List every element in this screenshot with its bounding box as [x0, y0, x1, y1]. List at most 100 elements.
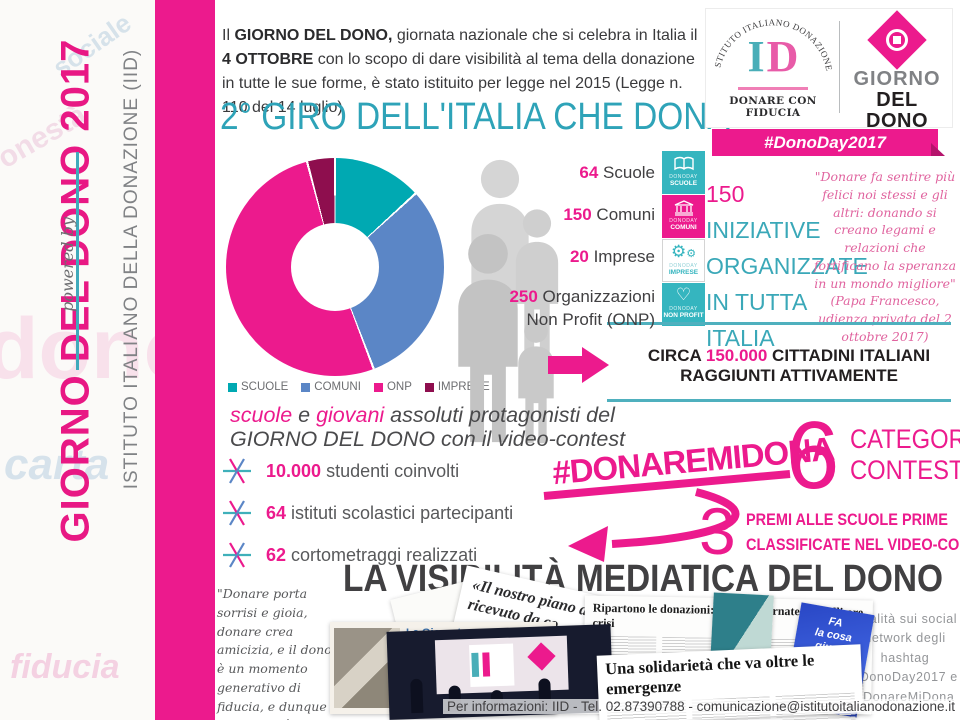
- stat-label: Scuole: [598, 163, 655, 182]
- asterisk-icon: [223, 542, 251, 568]
- gdd-word-1: GIORNO: [853, 68, 941, 90]
- prize-line2: CLASSIFICATE NEL VIDEO-CONTEST: [746, 536, 960, 554]
- quote-attribution: (Papa Francesco, udienza privata del 2 o…: [818, 293, 952, 344]
- legend-item: ONP: [373, 381, 412, 393]
- highlight-word: scuole: [230, 403, 293, 427]
- legend-label: ONP: [386, 381, 412, 393]
- bullet-label: istituti scolastici partecipanti: [286, 502, 514, 523]
- iniziative-number: 150: [706, 181, 745, 207]
- powered-by-label: powered by: [57, 217, 77, 312]
- teal-divider-bottom: [607, 399, 951, 402]
- giorno-del-dono-logo: GIORNO DEL DONO: [846, 10, 948, 132]
- stat-row: 250 Organizzazioni Non Profit (ONP): [440, 286, 655, 332]
- intro-bold-date: 4 OTTOBRE: [222, 51, 314, 68]
- monogram-d: D: [766, 32, 799, 81]
- badge-brand: DONODAY: [669, 218, 698, 224]
- stat-number: 150: [563, 205, 592, 224]
- badge-scuole: DONODAY SCUOLE: [662, 151, 705, 194]
- intro-paragraph: Il GIORNO DEL DONO, giornata nazionale c…: [222, 24, 704, 120]
- logo-divider: [839, 21, 840, 113]
- stat-label: Comuni: [591, 205, 655, 224]
- page-title: 2° GIRO DELL'ITALIA CHE DONA: [220, 96, 730, 138]
- intro-text: con lo scopo di dare visibilità al tema …: [222, 51, 695, 116]
- iniziative-text: INIZIATIVE: [706, 217, 821, 243]
- legend-label: SCUOLE: [241, 381, 289, 393]
- label-contest: CONTEST: [850, 455, 960, 485]
- prize-line1: PREMI ALLE SCUOLE PRIME: [746, 511, 948, 529]
- gears-icon: ⚙⚙: [670, 242, 697, 261]
- iniziative-text: ORGANIZZATE: [706, 253, 868, 279]
- bullet-number: 62: [266, 544, 287, 565]
- legend-swatch: [228, 382, 237, 392]
- stat-row: 64 Scuole: [440, 163, 655, 183]
- chart-legend: SCUOLE COMUNI ONP IMPRESE: [228, 381, 490, 393]
- bullet-label: studenti coinvolti: [321, 460, 460, 481]
- quote-mattarella: "Donare porta sorrisi e gioia, donare cr…: [217, 585, 339, 720]
- badge-brand: DONODAY: [669, 306, 698, 312]
- iniziative-block: 150 INIZIATIVE ORGANIZZATE IN TUTTA ITAL…: [706, 176, 868, 356]
- reach-text: CIRCA: [647, 346, 706, 365]
- category-badges: DONODAY SCUOLE DONODAY COMUNI ⚙⚙ DONODAY…: [662, 151, 705, 327]
- right-arrow-icon: [582, 347, 609, 383]
- prize-number-3: 3: [699, 494, 736, 568]
- label-categorie: CATEGORIE: [850, 424, 960, 454]
- badge-brand: DONODAY: [669, 174, 698, 180]
- protagonisti-caption: scuole e giovani assoluti protagonisti d…: [230, 403, 626, 451]
- monogram-i: I: [747, 32, 765, 81]
- logo-card: ISTITUTO ITALIANO DONAZIONE ID DONARE CO…: [705, 8, 953, 132]
- protagonisti-line2: GIORNO DEL DONO con il video-contest: [230, 426, 626, 451]
- organization-name-vertical: ISTITUTO ITALIANO DELLA DONAZIONE (IID): [121, 48, 142, 490]
- people-silhouettes: [440, 150, 590, 450]
- badge-label: IMPRESE: [668, 269, 699, 276]
- asterisk-icon: [223, 500, 251, 526]
- donoday-ribbon: #DonoDay2017: [712, 129, 945, 156]
- stat-row: 150 Comuni: [440, 205, 655, 225]
- iid-arc-text: ISTITUTO ITALIANO DONAZIONE: [712, 11, 834, 71]
- legend-swatch: [301, 382, 311, 392]
- quote-papa-francesco: "Donare fa sentire più felici noi stessi…: [812, 168, 958, 346]
- watermark-word: fiducia: [10, 648, 120, 686]
- right-arrow-icon: [548, 356, 582, 374]
- bullet-text: 62 cortometraggi realizzati: [266, 545, 477, 566]
- intro-text: Il: [222, 27, 235, 44]
- legend-label: COMUNI: [314, 381, 361, 393]
- caption-text: e: [292, 403, 317, 427]
- reach-number: 150.000: [705, 346, 768, 365]
- left-sidebar: sociale onestà dono carta fiducia GIORNO…: [0, 0, 155, 720]
- intro-bold-event: GIORNO DEL DONO,: [234, 27, 393, 44]
- legend-item: SCUOLE: [228, 381, 288, 393]
- stage-id-logo: [469, 643, 515, 688]
- news-headline: Una solidarietà che va oltre le emergenz…: [604, 650, 815, 699]
- stage-figure: [410, 678, 424, 714]
- heart-icon: ♡: [675, 285, 692, 304]
- protagonisti-line1: scuole e giovani assoluti protagonisti d…: [230, 403, 625, 428]
- iid-monogram: ID: [710, 35, 836, 79]
- person-icon-child: [510, 318, 562, 448]
- badge-non-profit: ♡ DONODAY NON PROFIT: [662, 283, 705, 326]
- prize-label: PREMI ALLE SCUOLE PRIME CLASSIFICATE NEL…: [746, 508, 960, 558]
- teal-divider-top: [607, 322, 951, 325]
- stat-label: Organizzazioni Non Profit (ONP): [526, 287, 655, 329]
- footer-contact-info: Per informazioni: IID - Tel. 02.87390788…: [443, 699, 955, 714]
- magenta-accent-bar: [155, 0, 215, 720]
- badge-brand: DONODAY: [669, 263, 698, 269]
- iid-tagline: DONARE CON FIDUCIA: [729, 95, 817, 119]
- intro-text: giornata nazionale che si celebra in Ita…: [392, 27, 698, 44]
- iid-logo: ISTITUTO ITALIANO DONAZIONE ID DONARE CO…: [710, 11, 836, 123]
- stat-label: Imprese: [588, 247, 655, 266]
- badge-label: SCUOLE: [669, 180, 698, 187]
- sidebar-divider-line: [76, 152, 79, 370]
- stat-row: 20 Imprese: [440, 247, 655, 267]
- diamond-icon: [867, 10, 927, 70]
- person-icon: [440, 232, 536, 450]
- book-icon: [662, 151, 705, 175]
- badge-imprese: ⚙⚙ DONODAY IMPRESE: [662, 239, 705, 282]
- badge-label: COMUNI: [670, 224, 697, 231]
- gdd-word-2: DEL DONO: [866, 89, 928, 132]
- bullet-text: 64 istituti scolastici partecipanti: [266, 503, 513, 524]
- bullet-number: 10.000: [266, 460, 322, 481]
- contest-number-6: 6: [786, 402, 840, 509]
- bullet-number: 64: [266, 502, 287, 523]
- bullet-text: 10.000 studenti coinvolti: [266, 461, 459, 482]
